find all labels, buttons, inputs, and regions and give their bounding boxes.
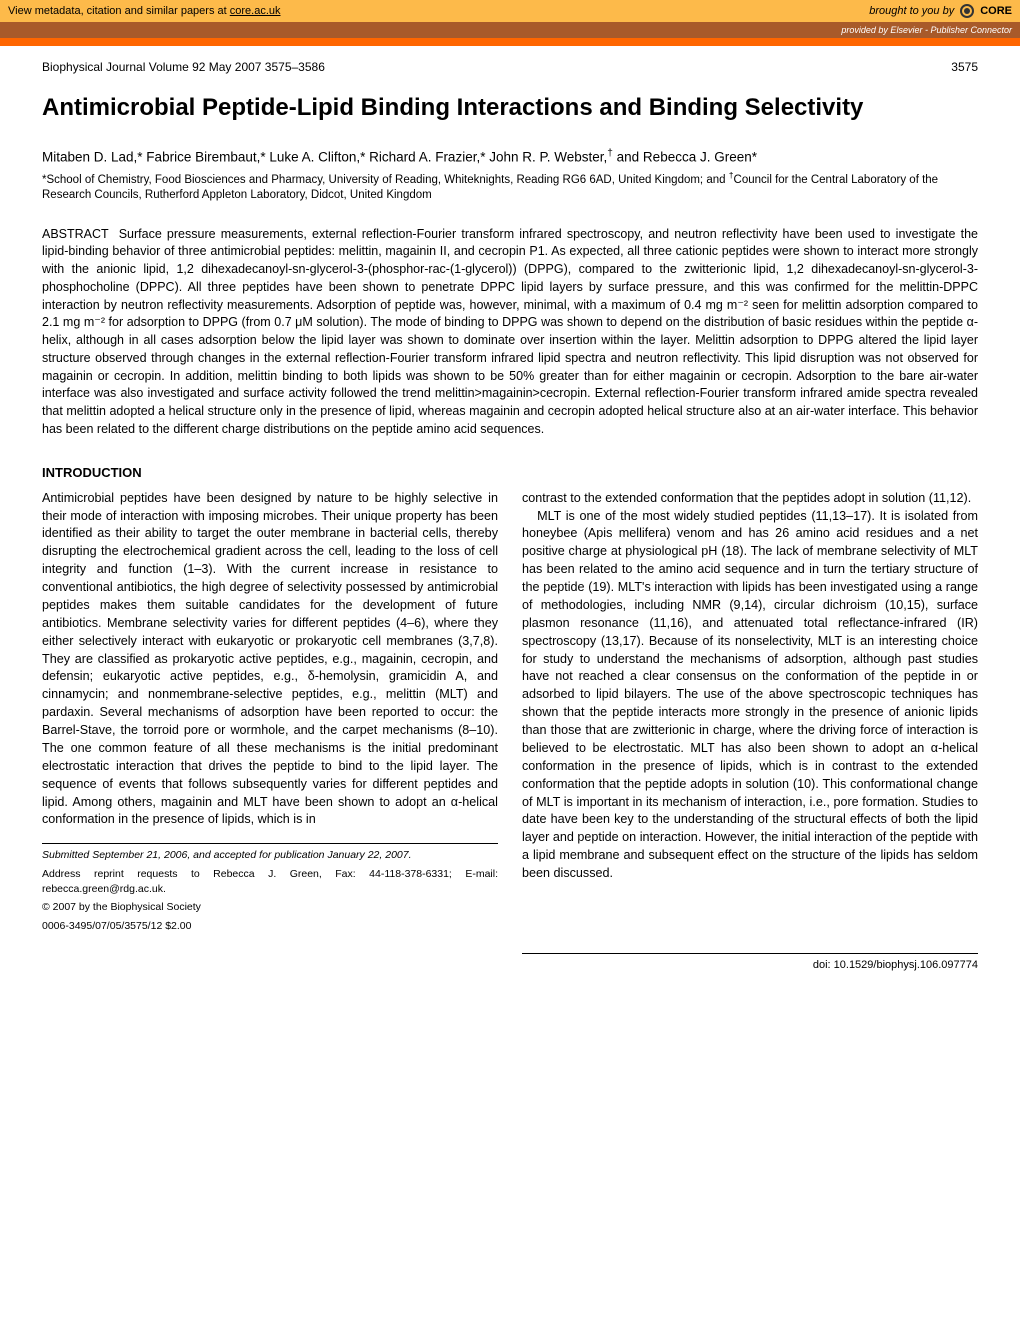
page-number: 3575 (951, 60, 978, 74)
abstract: ABSTRACTSurface pressure measurements, e… (42, 226, 978, 439)
footnote-address: Address reprint requests to Rebecca J. G… (42, 867, 498, 896)
provided-bar: provided by Elsevier - Publisher Connect… (0, 22, 1020, 38)
metadata-topbar: View metadata, citation and similar pape… (0, 0, 1020, 22)
footnote-copyright: © 2007 by the Biophysical Society (42, 900, 498, 915)
two-column-body: Antimicrobial peptides have been designe… (42, 490, 978, 974)
topbar-right: brought to you by CORE (869, 4, 1012, 18)
abstract-text: Surface pressure measurements, external … (42, 227, 978, 436)
section-introduction: INTRODUCTION (42, 465, 978, 480)
core-logo-text: CORE (980, 5, 1012, 17)
col2-para1: contrast to the extended conformation th… (522, 490, 978, 508)
topbar-left: View metadata, citation and similar pape… (8, 5, 281, 17)
column-right: contrast to the extended conformation th… (522, 490, 978, 974)
footnotes: Submitted September 21, 2006, and accept… (42, 843, 498, 933)
footnote-submitted: Submitted September 21, 2006, and accept… (42, 848, 498, 863)
col2-para2: MLT is one of the most widely studied pe… (522, 508, 978, 883)
affiliations: *School of Chemistry, Food Biosciences a… (42, 170, 978, 204)
orange-divider (0, 38, 1020, 46)
article-title: Antimicrobial Peptide-Lipid Binding Inte… (42, 94, 978, 123)
footnote-issn: 0006-3495/07/05/3575/12 $2.00 (42, 919, 498, 934)
page-content: Biophysical Journal Volume 92 May 2007 3… (0, 46, 1020, 994)
provided-text: provided by Elsevier - Publisher Connect… (841, 25, 1012, 35)
column-left: Antimicrobial peptides have been designe… (42, 490, 498, 974)
core-icon (960, 4, 974, 18)
journal-info: Biophysical Journal Volume 92 May 2007 3… (42, 60, 325, 74)
col1-para1: Antimicrobial peptides have been designe… (42, 490, 498, 830)
core-link[interactable]: core.ac.uk (230, 5, 281, 17)
abstract-label: ABSTRACT (42, 227, 109, 241)
brought-by-text: brought to you by (869, 5, 954, 17)
journal-header: Biophysical Journal Volume 92 May 2007 3… (42, 60, 978, 74)
doi-line: doi: 10.1529/biophysj.106.097774 (522, 953, 978, 974)
authors: Mitaben D. Lad,* Fabrice Birembaut,* Luk… (42, 147, 978, 166)
doi: doi: 10.1529/biophysj.106.097774 (813, 959, 978, 971)
topbar-prefix: View metadata, citation and similar pape… (8, 5, 230, 17)
